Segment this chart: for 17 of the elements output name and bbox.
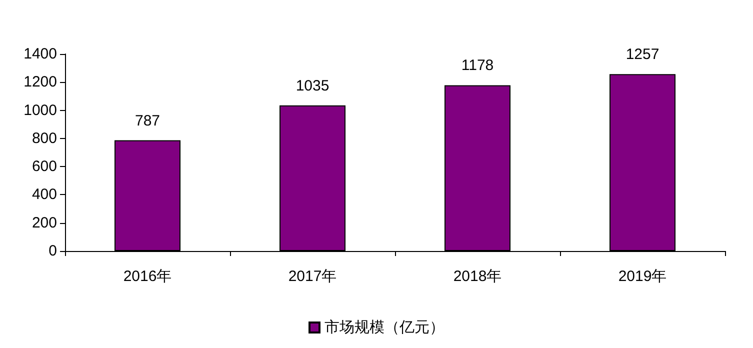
y-tick-label: 600 — [32, 158, 57, 176]
y-tick-label: 200 — [32, 214, 57, 232]
y-tick-label: 1400 — [24, 46, 57, 62]
data-label: 1257 — [626, 46, 660, 64]
y-tick-label: 800 — [32, 130, 57, 147]
x-tick-label: 2018年 — [453, 268, 502, 285]
y-tick-label: 400 — [32, 186, 57, 204]
data-label: 1178 — [461, 57, 494, 74]
y-tick-label: 0 — [48, 242, 57, 260]
y-tick-label: 1000 — [24, 102, 57, 119]
data-label: 787 — [134, 112, 160, 130]
legend-label: 市场规模（亿元） — [324, 319, 444, 336]
x-tick-label: 2019年 — [618, 268, 667, 285]
data-label: 1035 — [296, 77, 330, 94]
y-tick-label: 1200 — [24, 74, 57, 91]
x-tick-label: 2017年 — [288, 268, 337, 285]
x-tick-label: 2016年 — [123, 268, 172, 285]
